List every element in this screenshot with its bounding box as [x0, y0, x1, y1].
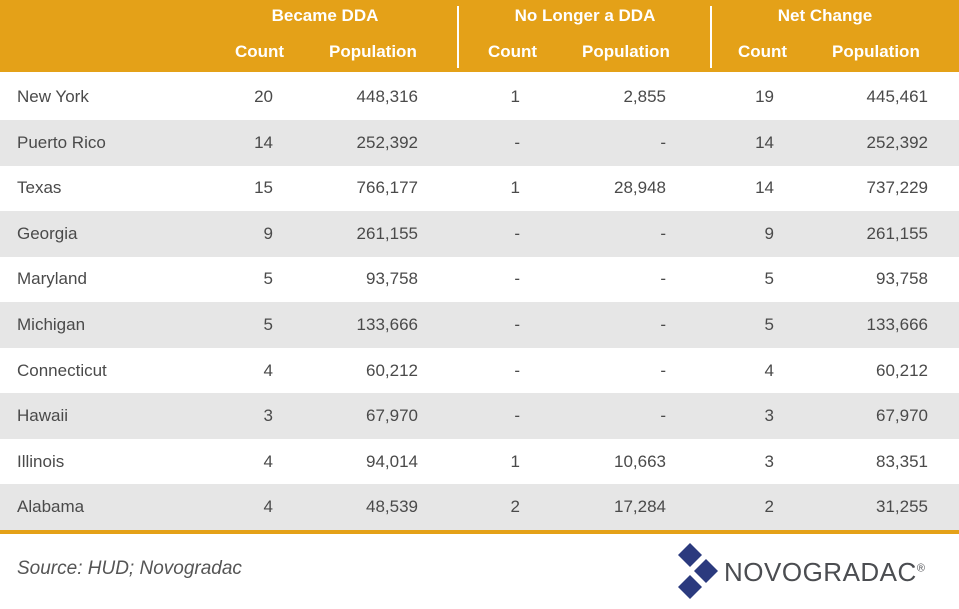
net-count: 5 [764, 315, 774, 334]
net-count: 3 [764, 406, 774, 426]
state-name: Georgia [17, 223, 78, 243]
nolonger-count: - [514, 315, 520, 334]
table-row: Georgia 9 261,155 - - 9 261,155 [0, 210, 959, 257]
nolonger-count: - [514, 223, 520, 243]
col-header-became-count: Count [235, 42, 285, 61]
net-population: 261,155 [866, 223, 928, 243]
became-population: 448,316 [356, 87, 418, 106]
became-count: 4 [263, 451, 273, 471]
column-divider [457, 6, 459, 68]
net-population: 93,758 [876, 269, 928, 289]
table-bottom-rule [0, 530, 959, 534]
net-count: 4 [764, 360, 774, 380]
nolonger-population: - [660, 406, 666, 426]
column-divider [710, 6, 712, 68]
table-row: New York 20 448,316 1 2,855 19 445,461 [0, 74, 959, 120]
became-count: 5 [263, 315, 273, 334]
became-count: 3 [263, 406, 273, 426]
became-population: 133,666 [356, 315, 418, 334]
net-population: 31,255 [876, 497, 928, 517]
became-population: 67,970 [366, 406, 418, 426]
net-count: 5 [764, 269, 774, 289]
became-count: 5 [263, 269, 273, 289]
nolonger-count: - [514, 360, 520, 380]
logo-diamond-icon [678, 543, 718, 599]
nolonger-population: 17,284 [614, 497, 666, 517]
became-population: 94,014 [366, 451, 418, 471]
became-population: 766,177 [356, 178, 418, 198]
nolonger-count: 1 [510, 451, 520, 471]
table-row: Maryland 5 93,758 - - 5 93,758 [0, 256, 959, 302]
registered-mark: ® [916, 562, 926, 575]
col-header-net-count: Count [738, 42, 788, 61]
became-population: 48,539 [366, 497, 418, 517]
nolonger-population: - [660, 360, 666, 380]
net-count: 19 [755, 87, 774, 106]
net-population: 252,392 [866, 132, 928, 152]
became-population: 252,392 [356, 132, 418, 152]
group-header-no-longer-dda: No Longer a DDA [514, 6, 656, 25]
state-name: Maryland [17, 269, 87, 289]
table-row: Alabama 4 48,539 2 17,284 2 31,255 [0, 484, 959, 531]
became-population: 60,212 [366, 360, 418, 380]
net-count: 3 [764, 451, 774, 471]
became-count: 4 [263, 360, 273, 380]
table-row: Puerto Rico 14 252,392 - - 14 252,392 [0, 119, 959, 166]
table-header: Became DDA No Longer a DDA Net Change Co… [0, 0, 959, 72]
net-population: 133,666 [866, 315, 928, 334]
nolonger-population: 28,948 [614, 178, 666, 198]
became-count: 4 [263, 497, 273, 517]
net-count: 14 [755, 178, 774, 198]
became-count: 20 [254, 87, 273, 106]
nolonger-count: 1 [510, 87, 520, 106]
became-population: 93,758 [366, 269, 418, 289]
state-name: Alabama [17, 497, 85, 517]
net-population: 83,351 [876, 451, 928, 471]
state-name: Michigan [17, 315, 86, 334]
nolonger-population: - [660, 269, 666, 289]
became-count: 9 [263, 223, 273, 243]
net-count: 9 [764, 223, 774, 243]
novogradac-logo: NOVOGRADAC® [676, 543, 946, 599]
logo-text: NOVOGRADAC® [724, 557, 925, 588]
nolonger-population: - [660, 223, 666, 243]
net-population: 67,970 [876, 406, 928, 426]
net-count: 2 [764, 497, 774, 517]
became-count: 15 [254, 178, 273, 198]
col-header-net-population: Population [832, 42, 920, 61]
nolonger-count: 2 [510, 497, 520, 517]
table-row: Illinois 4 94,014 1 10,663 3 83,351 [0, 439, 959, 485]
nolonger-count: - [514, 406, 520, 426]
col-header-nolonger-population: Population [582, 42, 670, 61]
state-name: Puerto Rico [17, 132, 106, 152]
state-name: New York [17, 87, 89, 106]
group-header-became-dda: Became DDA [271, 6, 379, 25]
state-name: Illinois [17, 451, 65, 471]
nolonger-population: - [660, 315, 666, 334]
net-population: 60,212 [876, 360, 928, 380]
net-count: 14 [755, 132, 774, 152]
nolonger-population: 10,663 [614, 451, 666, 471]
net-population: 737,229 [866, 178, 928, 198]
col-header-became-population: Population [329, 42, 417, 61]
nolonger-population: - [660, 132, 666, 152]
logo-wordmark: NOVOGRADAC [724, 557, 917, 587]
col-header-nolonger-count: Count [488, 42, 538, 61]
table-row: Texas 15 766,177 1 28,948 14 737,229 [0, 165, 959, 211]
nolonger-count: 1 [510, 178, 520, 198]
table-row: Connecticut 4 60,212 - - 4 60,212 [0, 348, 959, 394]
source-note: Source: HUD; Novogradac [17, 558, 242, 579]
net-population: 445,461 [866, 87, 928, 106]
became-count: 14 [254, 132, 273, 152]
nolonger-population: 2,855 [623, 87, 666, 106]
state-name: Texas [17, 178, 62, 198]
nolonger-count: - [514, 132, 520, 152]
group-header-net-change: Net Change [777, 6, 873, 25]
state-name: Connecticut [17, 360, 107, 380]
table-row: Michigan 5 133,666 - - 5 133,666 [0, 302, 959, 348]
state-name: Hawaii [17, 406, 69, 426]
nolonger-count: - [514, 269, 520, 289]
table-row: Hawaii 3 67,970 - - 3 67,970 [0, 393, 959, 440]
became-population: 261,155 [356, 223, 418, 243]
